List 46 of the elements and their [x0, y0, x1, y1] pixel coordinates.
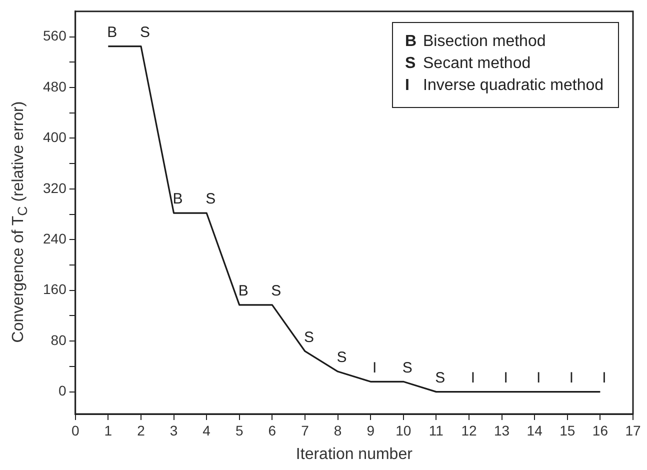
- y-tick-label: 400: [43, 129, 67, 146]
- annotation: S: [140, 24, 150, 41]
- y-tick-label: 0: [58, 382, 67, 399]
- x-tick-label: 1: [104, 422, 112, 438]
- x-tick-label: 17: [625, 422, 641, 438]
- x-tick-label: 5: [235, 422, 244, 438]
- annotation: B: [172, 190, 183, 208]
- y-tick-label: 320: [43, 180, 67, 196]
- annotation: I: [372, 359, 377, 376]
- annotation: S: [435, 369, 446, 386]
- y-tick-label: 560: [43, 28, 67, 44]
- x-tick-label: 16: [592, 422, 608, 438]
- annotation: B: [238, 282, 248, 300]
- x-tick-label: 11: [428, 422, 444, 438]
- x-tick-label: 2: [137, 422, 146, 438]
- x-tick-label: 4: [202, 422, 211, 438]
- annotation: I: [536, 369, 541, 386]
- annotation: I: [470, 369, 476, 386]
- y-tick-label: 160: [43, 281, 67, 298]
- x-tick-label: 15: [560, 422, 576, 438]
- y-tick-label: 240: [43, 230, 67, 247]
- x-tick-label: 0: [71, 422, 80, 438]
- x-tick-label: 8: [334, 422, 342, 438]
- x-tick-label: 10: [396, 422, 412, 438]
- annotation: S: [304, 328, 314, 346]
- annotation: B Bisection method: [405, 32, 547, 52]
- x-tick-label: 7: [301, 422, 310, 438]
- annotation: S: [271, 282, 282, 300]
- annotation: I: [504, 369, 508, 386]
- x-tick-label: 9: [366, 422, 375, 438]
- annotation: I Inverse quadratic method: [405, 76, 604, 96]
- x-tick-label: 13: [494, 422, 510, 438]
- x-tick-label: 6: [268, 422, 276, 438]
- x-tick-label: 14: [526, 422, 543, 438]
- annotation: S: [206, 190, 216, 208]
- y-tick-label: 480: [43, 78, 67, 94]
- annotation: S: [402, 359, 412, 376]
- annotation: B: [107, 24, 118, 41]
- annotation: I: [602, 369, 606, 386]
- annotation: S: [336, 349, 347, 366]
- annotation: I: [569, 369, 574, 386]
- x-tick-label: 12: [461, 422, 477, 438]
- y-tick-label: 80: [50, 332, 67, 348]
- x-tick-label: 3: [170, 422, 178, 438]
- annotation: S Secant method: [405, 54, 532, 74]
- x-axis-title: Iteration number: [296, 446, 414, 463]
